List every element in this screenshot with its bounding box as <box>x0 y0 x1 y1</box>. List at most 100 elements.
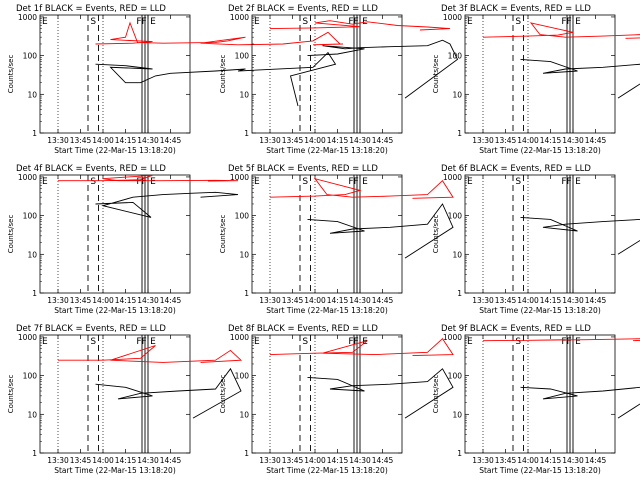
y-tick-label: 1 <box>32 449 37 458</box>
y-tick-label: 10 <box>452 90 462 99</box>
marker-label: FF <box>136 177 146 187</box>
y-tick-label: 1 <box>457 129 462 138</box>
marker-label: FF <box>136 17 146 27</box>
marker-label: S <box>90 17 96 27</box>
y-axis-label: Counts/sec <box>432 375 440 414</box>
x-tick-label: 13:45 <box>495 456 517 465</box>
x-tick-label: 14:00 <box>92 456 114 465</box>
events-rate-line <box>307 39 459 99</box>
y-axis-label: Counts/sec <box>219 55 227 94</box>
panel-6: Det 6f BLACK = Events, RED = LLD 1 10 100 10… <box>432 164 640 315</box>
x-tick-label: 13:30 <box>47 456 69 465</box>
y-tick-label: 1000 <box>443 173 462 182</box>
marker-label: S <box>302 337 308 347</box>
x-tick-label: 14:00 <box>517 456 539 465</box>
x-axis-label: Start Time (22-Mar-15 13:18:20) <box>54 146 176 155</box>
x-tick-label: 14:00 <box>304 136 326 145</box>
y-tick-label: 100 <box>23 52 38 61</box>
marker-label: S <box>515 177 521 187</box>
marker-label: S <box>302 177 308 187</box>
x-tick-label: 14:15 <box>540 456 562 465</box>
axes-frame <box>251 334 403 454</box>
x-tick-label: 14:15 <box>115 456 137 465</box>
y-tick-label: 1000 <box>230 333 249 342</box>
x-tick-label: 14:30 <box>562 456 584 465</box>
x-tick-label: 14:30 <box>137 456 159 465</box>
x-tick-label: 13:45 <box>282 456 304 465</box>
x-axis-label: Start Time (22-Mar-15 13:18:20) <box>266 146 388 155</box>
x-tick-label: 14:45 <box>585 296 607 305</box>
axes-frame <box>39 174 191 294</box>
x-tick-label: 13:30 <box>47 136 69 145</box>
events-rate-line <box>520 216 640 255</box>
x-tick-label: 14:30 <box>349 136 371 145</box>
x-tick-label: 14:45 <box>160 456 182 465</box>
panel-title: Det 4f BLACK = Events, RED = LLD <box>16 164 166 174</box>
axes-frame <box>39 14 191 134</box>
events-rate-line <box>95 191 239 218</box>
marker-label: E <box>467 337 473 347</box>
panel-title: Det 6f BLACK = Events, RED = LLD <box>441 164 591 174</box>
marker-label: E <box>575 17 581 27</box>
panel-title: Det 1f BLACK = Events, RED = LLD <box>16 4 166 14</box>
y-tick-label: 1000 <box>18 173 37 182</box>
x-tick-label: 13:30 <box>472 136 494 145</box>
marker-label: E <box>362 177 368 187</box>
axes-frame <box>464 14 616 134</box>
events-rate-line <box>95 51 337 107</box>
y-tick-label: 100 <box>448 52 463 61</box>
marker-label: E <box>150 177 156 187</box>
x-tick-label: 13:30 <box>472 296 494 305</box>
x-tick-label: 14:15 <box>327 296 349 305</box>
x-axis-label: Start Time (22-Mar-15 13:18:20) <box>479 466 601 475</box>
y-axis-label: Counts/sec <box>219 375 227 414</box>
y-tick-label: 100 <box>235 212 250 221</box>
y-tick-label: 1 <box>244 289 249 298</box>
x-tick-label: 14:15 <box>540 296 562 305</box>
x-tick-label: 14:45 <box>372 136 394 145</box>
x-tick-label: 13:30 <box>259 296 281 305</box>
y-tick-label: 1000 <box>443 333 462 342</box>
panel-9: Det 9f BLACK = Events, RED = LLD 1 10 100 10… <box>432 324 640 475</box>
y-tick-label: 10 <box>27 90 37 99</box>
lld-rate-line <box>269 20 451 31</box>
x-axis-label: Start Time (22-Mar-15 13:18:20) <box>54 466 176 475</box>
x-axis-label: Start Time (22-Mar-15 13:18:20) <box>54 306 176 315</box>
x-tick-label: 14:00 <box>517 296 539 305</box>
x-tick-label: 14:15 <box>115 136 137 145</box>
events-rate-line <box>95 367 242 419</box>
marker-label: FF <box>348 17 358 27</box>
marker-label: E <box>467 177 473 187</box>
y-tick-label: 1 <box>457 289 462 298</box>
x-tick-label: 14:45 <box>585 136 607 145</box>
y-tick-label: 1000 <box>18 13 37 22</box>
y-tick-label: 1 <box>32 129 37 138</box>
panel-title: Det 5f BLACK = Events, RED = LLD <box>228 164 378 174</box>
x-tick-label: 13:45 <box>282 296 304 305</box>
marker-label: FF <box>561 177 571 187</box>
marker-label: S <box>302 17 308 27</box>
lld-rate-line <box>58 345 243 363</box>
axes-frame <box>464 334 616 454</box>
x-tick-label: 13:45 <box>495 136 517 145</box>
x-tick-label: 13:45 <box>282 136 304 145</box>
marker-label: S <box>515 17 521 27</box>
events-rate-line <box>307 203 454 259</box>
x-tick-label: 14:15 <box>327 456 349 465</box>
marker-label: FF <box>348 337 358 347</box>
x-tick-label: 14:00 <box>92 136 114 145</box>
x-axis-label: Start Time (22-Mar-15 13:18:20) <box>479 306 601 315</box>
axes-frame <box>251 14 403 134</box>
lld-rate-line <box>58 174 239 182</box>
y-tick-label: 100 <box>448 372 463 381</box>
axes-frame <box>251 174 403 294</box>
panel-5: Det 5f BLACK = Events, RED = LLD 1 10 100 10… <box>219 164 454 315</box>
marker-label: E <box>467 17 473 27</box>
y-tick-label: 1 <box>244 449 249 458</box>
x-tick-label: 14:45 <box>372 456 394 465</box>
marker-label: S <box>515 337 521 347</box>
marker-label: E <box>575 337 581 347</box>
x-tick-label: 13:30 <box>259 456 281 465</box>
panel-3: Det 3f BLACK = Events, RED = LLD 1 10 100 10… <box>432 4 640 155</box>
y-tick-label: 100 <box>23 212 38 221</box>
